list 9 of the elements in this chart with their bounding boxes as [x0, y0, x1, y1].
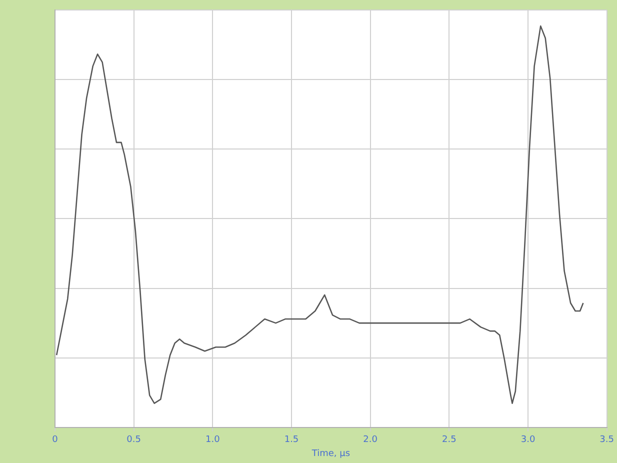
x-tick-label: 0 — [52, 435, 58, 446]
x-tick-label: 3.5 — [600, 435, 614, 446]
x-tick-label: 2.5 — [442, 435, 456, 446]
x-tick-label: 1.0 — [206, 435, 220, 446]
x-tick-label: 0.5 — [126, 435, 141, 446]
x-tick-label: 1.5 — [284, 435, 299, 446]
x-tick-label: 3.0 — [520, 435, 536, 446]
x-tick-label: 2.0 — [363, 435, 378, 446]
x-axis-title: Time, µs — [310, 448, 350, 459]
